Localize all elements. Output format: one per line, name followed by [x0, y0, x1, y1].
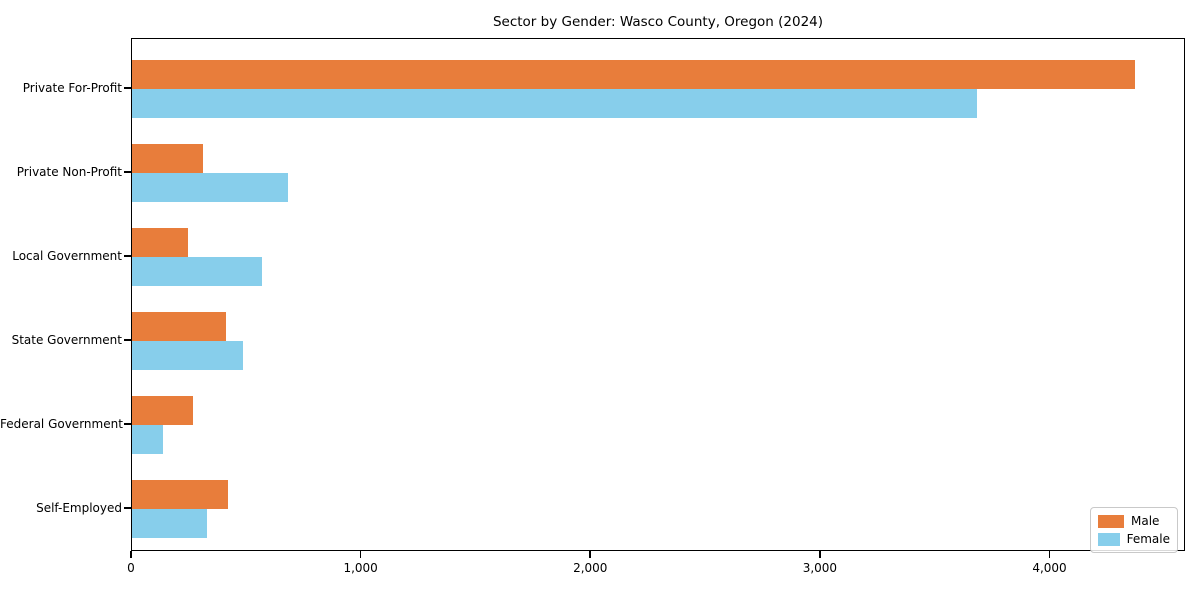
x-tick-label: 2,000 [573, 561, 608, 575]
bar-female [132, 341, 243, 370]
bar-male [132, 228, 188, 257]
y-axis-label: Private For-Profit [22, 81, 122, 95]
bar-female [132, 509, 207, 538]
y-axis-label: Local Government [12, 249, 122, 263]
chart-title: Sector by Gender: Wasco County, Oregon (… [492, 14, 824, 30]
bar-male [132, 144, 203, 173]
legend-item-male: Male [1098, 514, 1170, 528]
x-tick-mark [130, 551, 132, 558]
y-tick-mark [124, 423, 131, 425]
bar-male [132, 60, 1135, 89]
bar-male [132, 480, 228, 509]
legend-label-female: Female [1126, 532, 1170, 546]
bar-male [132, 396, 193, 425]
legend-label-male: Male [1131, 514, 1160, 528]
y-axis-label: State Government [11, 333, 122, 347]
y-axis-label: Federal Government [0, 417, 123, 431]
x-tick-mark [819, 551, 821, 558]
bar-female [132, 89, 977, 118]
plot-area [131, 38, 1185, 551]
x-tick-mark [589, 551, 592, 558]
bar-female [132, 425, 163, 454]
x-tick-mark [1048, 551, 1051, 558]
y-axis-label: Self-Employed [36, 501, 122, 515]
x-tick-label: 0 [127, 561, 135, 575]
y-axis-label: Private Non-Profit [16, 165, 122, 179]
x-tick-label: 3,000 [802, 561, 838, 575]
legend-item-female: Female [1098, 532, 1170, 546]
y-tick-mark [124, 507, 131, 509]
bar-female [132, 173, 288, 202]
y-tick-mark [124, 339, 131, 341]
bar-male [132, 312, 226, 341]
y-tick-mark [124, 171, 131, 173]
legend-swatch-female [1098, 532, 1120, 546]
legend: Male Female [1090, 507, 1178, 553]
y-tick-mark [124, 87, 131, 89]
x-tick-label: 4,000 [1032, 561, 1067, 575]
x-tick-mark [359, 551, 362, 558]
y-tick-mark [124, 255, 131, 257]
x-tick-label: 1,000 [343, 561, 378, 575]
bar-female [132, 257, 262, 286]
legend-swatch-male [1098, 514, 1124, 528]
